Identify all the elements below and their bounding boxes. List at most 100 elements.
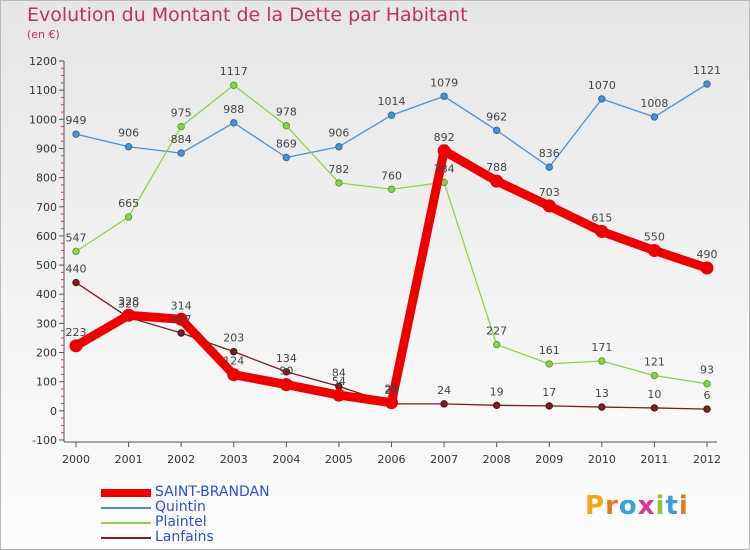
data-point-plaintel xyxy=(598,357,606,365)
data-label-plaintel: 227 xyxy=(486,325,507,338)
data-label-saint-brandan: 788 xyxy=(486,161,507,174)
data-point-plaintel xyxy=(335,179,343,187)
data-point-lanfains xyxy=(703,405,711,413)
data-point-saint-brandan xyxy=(332,388,346,402)
x-tick-label: 2007 xyxy=(430,453,458,466)
data-point-plaintel xyxy=(230,81,238,89)
data-point-quintin xyxy=(282,153,291,162)
data-label-quintin: 988 xyxy=(223,103,244,116)
data-label-plaintel: 975 xyxy=(171,107,192,120)
data-label-quintin: 1014 xyxy=(378,95,406,108)
data-point-quintin xyxy=(598,95,606,103)
y-tick-label: 600 xyxy=(36,230,57,243)
data-point-lanfains xyxy=(492,401,501,410)
data-point-quintin xyxy=(387,111,396,119)
data-label-plaintel: 121 xyxy=(644,356,665,369)
x-tick-label: 2000 xyxy=(62,453,90,466)
data-label-saint-brandan: 314 xyxy=(171,299,192,312)
chart-title: Evolution du Montant de la Dette par Hab… xyxy=(27,4,468,26)
data-point-plaintel xyxy=(492,340,501,349)
data-label-quintin: 962 xyxy=(486,110,507,123)
logo-letter: r xyxy=(605,491,619,521)
data-label-lanfains: 320 xyxy=(118,298,139,311)
x-tick-label: 2003 xyxy=(220,453,248,466)
data-point-quintin xyxy=(177,149,185,157)
axes: -100 0 100 200 300 400 500 600 700 800 900 1000 1100… xyxy=(29,55,721,466)
data-point-saint-brandan xyxy=(490,174,504,188)
data-point-lanfains xyxy=(177,329,185,337)
data-label-lanfains: 10 xyxy=(647,388,661,401)
x-tick-label: 2008 xyxy=(483,453,511,466)
data-point-lanfains xyxy=(545,402,553,410)
x-tick-label: 2011 xyxy=(640,453,668,466)
x-tick-label: 2012 xyxy=(693,453,721,466)
logo-letter: P xyxy=(585,491,606,521)
y-tick-label: 0 xyxy=(50,405,57,418)
data-point-lanfains xyxy=(282,368,291,376)
x-tick-label: 2001 xyxy=(115,453,143,466)
data-label-saint-brandan: 892 xyxy=(434,131,455,144)
data-label-quintin: 836 xyxy=(539,147,560,160)
data-label-plaintel: 93 xyxy=(700,364,714,377)
data-point-saint-brandan xyxy=(174,312,188,326)
data-label-lanfains: 19 xyxy=(490,385,504,398)
data-label-lanfains: 17 xyxy=(542,386,556,399)
y-tick-label: 900 xyxy=(36,142,57,155)
data-point-lanfains xyxy=(440,400,448,408)
data-point-plaintel xyxy=(177,122,185,131)
data-label-quintin: 869 xyxy=(276,137,297,150)
data-label-saint-brandan: 490 xyxy=(697,248,718,261)
series-layer xyxy=(69,80,714,413)
data-point-quintin xyxy=(124,143,133,151)
data-point-quintin xyxy=(545,163,553,171)
legend-label: SAINT-BRANDAN xyxy=(155,484,270,500)
x-tick-label: 2004 xyxy=(272,453,300,466)
y-tick-label: 700 xyxy=(36,201,57,214)
data-point-quintin xyxy=(703,80,711,88)
data-point-saint-brandan xyxy=(227,368,241,382)
y-tick-label: 500 xyxy=(36,259,57,272)
data-label-plaintel: 760 xyxy=(381,169,402,182)
data-label-lanfains: 24 xyxy=(385,384,399,397)
data-point-plaintel xyxy=(282,122,291,130)
data-label-plaintel: 171 xyxy=(591,341,612,354)
data-point-plaintel xyxy=(703,380,711,388)
legend-swatch xyxy=(101,489,151,497)
data-point-saint-brandan xyxy=(437,144,451,158)
data-label-lanfains: 84 xyxy=(332,366,346,379)
data-label-saint-brandan: 124 xyxy=(223,355,244,368)
data-label-lanfains: 13 xyxy=(595,387,609,400)
data-point-plaintel xyxy=(650,371,659,380)
y-tick-label: 300 xyxy=(36,317,57,330)
data-point-saint-brandan xyxy=(279,378,293,392)
x-tick-label: 2010 xyxy=(588,453,616,466)
data-label-saint-brandan: 328 xyxy=(118,295,139,308)
data-label-saint-brandan: 223 xyxy=(66,326,87,339)
data-label-plaintel: 784 xyxy=(434,162,455,175)
data-label-saint-brandan: 550 xyxy=(644,231,665,244)
data-point-quintin xyxy=(335,143,343,151)
y-tick-label: 1200 xyxy=(29,55,57,68)
data-point-quintin xyxy=(492,126,501,135)
data-label-saint-brandan: 90 xyxy=(279,365,293,378)
legend-swatch xyxy=(101,537,151,539)
data-label-quintin: 906 xyxy=(118,127,139,140)
legend-label: Lanfains xyxy=(155,529,214,545)
data-label-saint-brandan: 615 xyxy=(591,212,612,225)
data-point-saint-brandan xyxy=(647,244,661,257)
y-tick-label: 1000 xyxy=(29,113,57,126)
data-point-quintin xyxy=(440,92,448,100)
x-tick-label: 2009 xyxy=(535,453,563,466)
logo-letter: t xyxy=(665,491,679,521)
data-point-plaintel xyxy=(387,185,396,193)
data-label-saint-brandan: 54 xyxy=(332,375,346,388)
data-point-quintin xyxy=(230,119,238,127)
data-point-saint-brandan xyxy=(542,199,556,213)
data-point-lanfains xyxy=(598,403,606,411)
data-label-plaintel: 1117 xyxy=(220,65,248,78)
data-point-saint-brandan xyxy=(595,225,609,239)
data-label-quintin: 1070 xyxy=(588,79,616,92)
data-label-quintin: 949 xyxy=(66,114,87,127)
